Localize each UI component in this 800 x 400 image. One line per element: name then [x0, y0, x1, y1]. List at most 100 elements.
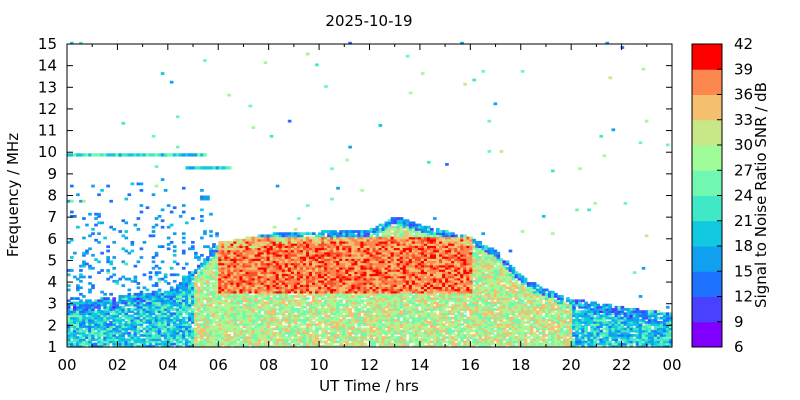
heat-cell [366, 264, 371, 268]
heat-cell [239, 331, 244, 335]
heat-cell [121, 260, 126, 264]
heat-cell [284, 240, 289, 244]
heat-cell [348, 279, 352, 283]
heat-cell [281, 325, 286, 329]
heat-cell [278, 247, 283, 251]
heat-cell [215, 310, 219, 313]
heat-cell [197, 310, 201, 313]
heat-cell [369, 282, 374, 285]
heat-cell [257, 331, 262, 335]
heat-cell [393, 275, 398, 279]
heat-cell [272, 338, 277, 342]
heat-cell [172, 295, 177, 298]
heat-cell [372, 264, 377, 268]
heat-cell [330, 275, 334, 279]
heat-cell [215, 264, 219, 268]
heat-cell [218, 295, 222, 298]
heat-cell [178, 325, 183, 329]
heat-cell [254, 282, 259, 285]
heat-cell [100, 299, 104, 303]
heat-cell [175, 303, 180, 307]
heat-cell [357, 318, 362, 322]
heat-cell [384, 297, 389, 300]
heat-cell [342, 297, 346, 300]
heat-cell [175, 329, 180, 333]
heat-cell [245, 286, 250, 290]
heat-cell [354, 240, 358, 244]
heat-cell [387, 344, 392, 348]
heat-cell [284, 256, 289, 259]
heat-cell [278, 271, 283, 275]
heat-cell [318, 243, 322, 246]
heat-cell [166, 290, 171, 294]
heat-cell [381, 314, 386, 318]
heat-cell [387, 286, 392, 290]
heat-cell [357, 323, 362, 326]
heat-cell [260, 240, 265, 244]
heat-cell [372, 310, 377, 313]
heat-cell [257, 264, 262, 268]
heat-cell [417, 321, 422, 324]
heat-cell [402, 290, 407, 294]
heat-cell [318, 312, 322, 316]
heat-cell [236, 312, 241, 316]
heat-cell [284, 286, 289, 290]
heat-cell [390, 301, 395, 305]
heat-cell [296, 288, 301, 292]
heat-cell [215, 308, 219, 311]
heat-cell [112, 240, 117, 244]
heat-cell [181, 290, 186, 294]
heat-cell [390, 329, 395, 333]
heat-cell [396, 284, 401, 287]
heat-cell [85, 262, 89, 266]
heat-cell [112, 297, 117, 300]
chart-title: 2025-10-19 [325, 12, 412, 30]
heat-cell [299, 288, 304, 292]
heat-cell [254, 277, 259, 281]
heat-cell [106, 249, 110, 253]
heat-cell [312, 277, 316, 281]
heat-cell [133, 340, 138, 344]
heat-cell [354, 282, 358, 285]
heat-cell [263, 249, 268, 253]
heat-cell [160, 321, 165, 324]
heat-cell [200, 303, 204, 307]
heat-cell [197, 299, 201, 303]
heat-cell [312, 288, 316, 292]
heat-cell [345, 260, 349, 264]
heat-cell [336, 286, 340, 290]
heat-cell [339, 279, 343, 283]
heat-cell [278, 288, 283, 292]
heat-cell [296, 342, 301, 346]
heat-cell [215, 292, 219, 296]
heat-cell [209, 253, 213, 257]
heat-cell [245, 299, 250, 303]
heat-cell [302, 288, 307, 292]
heat-cell [275, 284, 280, 287]
heat-cell [305, 336, 310, 339]
heat-cell [67, 284, 71, 287]
heat-cell [408, 301, 413, 305]
heat-cell [399, 219, 404, 223]
heat-cell [260, 331, 265, 335]
heat-cell [348, 256, 352, 259]
heat-cell [257, 266, 262, 270]
heat-cell [318, 245, 322, 249]
heat-cell [420, 288, 425, 292]
heat-cell [248, 310, 253, 313]
heat-cell [378, 305, 383, 309]
heat-cell [266, 245, 271, 249]
heat-cell [263, 234, 268, 238]
heat-cell [260, 245, 265, 249]
heat-cell [245, 310, 250, 313]
heat-cell [321, 336, 325, 339]
heat-cell [275, 260, 280, 264]
heat-cell [336, 314, 340, 318]
heat-cell [257, 301, 262, 305]
heat-cell [145, 310, 150, 313]
heat-cell [305, 260, 310, 264]
heat-cell [378, 277, 383, 281]
heat-cell [245, 251, 250, 255]
heat-cell [272, 321, 277, 324]
heat-cell [327, 256, 331, 259]
